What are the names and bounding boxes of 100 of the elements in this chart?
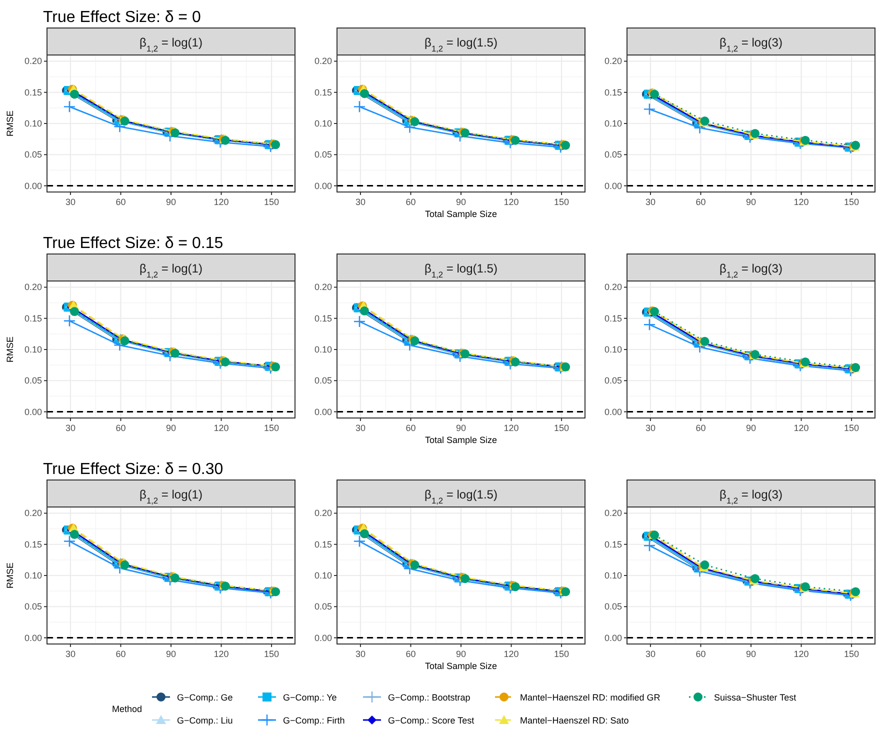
x-tick-label: 150 bbox=[264, 423, 280, 433]
y-axis-title: RMSE bbox=[5, 336, 15, 363]
x-tick-label: 150 bbox=[554, 423, 570, 433]
legend-label: G−Comp.: Liu bbox=[177, 716, 233, 726]
chart-subtitle: β$_{1,2}$ = log(1) bbox=[140, 488, 202, 506]
y-tick-label: 0.15 bbox=[314, 539, 332, 550]
legend-label: G−Comp.: Bootstrap bbox=[388, 692, 470, 702]
x-tick-label: 150 bbox=[554, 649, 570, 659]
x-tick-label: 60 bbox=[696, 197, 706, 207]
y-tick-label: 0.00 bbox=[604, 406, 622, 417]
y-tick-label: 0.00 bbox=[314, 406, 332, 417]
x-tick-label: 60 bbox=[116, 649, 126, 659]
x-tick-label: 30 bbox=[65, 649, 76, 659]
chart-subtitle: β$_{1,2}$ = log(1) bbox=[140, 262, 202, 280]
y-tick-label: 0.15 bbox=[24, 87, 42, 98]
y-tick-label: 0.20 bbox=[24, 56, 42, 66]
y-tick-label: 0.20 bbox=[314, 282, 332, 292]
y-tick-label: 0.20 bbox=[24, 282, 42, 292]
y-tick-label: 0.15 bbox=[604, 87, 622, 98]
x-tick-label: 120 bbox=[214, 423, 229, 433]
x-tick-label: 120 bbox=[504, 423, 519, 433]
x-tick-label: 60 bbox=[406, 423, 416, 433]
x-tick-label: 60 bbox=[406, 649, 416, 659]
x-tick-label: 120 bbox=[504, 197, 519, 207]
x-tick-label: 30 bbox=[355, 197, 366, 207]
y-tick-label: 0.15 bbox=[314, 87, 332, 98]
legend-label: Suissa−Shuster Test bbox=[714, 692, 797, 702]
y-tick-label: 0.05 bbox=[24, 602, 42, 612]
legend-label: G−Comp.: Firth bbox=[283, 716, 345, 726]
y-tick-label: 0.10 bbox=[314, 570, 332, 580]
y-tick-label: 0.05 bbox=[314, 602, 332, 612]
x-tick-label: 60 bbox=[406, 197, 416, 207]
y-tick-label: 0.05 bbox=[604, 376, 622, 386]
y-tick-label: 0.20 bbox=[604, 282, 622, 292]
y-tick-label: 0.15 bbox=[604, 539, 622, 550]
y-tick-label: 0.10 bbox=[24, 344, 42, 354]
x-tick-label: 30 bbox=[645, 649, 656, 659]
x-tick-label: 120 bbox=[504, 649, 519, 659]
y-tick-label: 0.00 bbox=[314, 180, 332, 191]
x-tick-label: 90 bbox=[456, 423, 466, 433]
chart-subtitle: β$_{1,2}$ = log(1.5) bbox=[424, 488, 498, 506]
x-tick-label: 60 bbox=[696, 649, 706, 659]
x-tick-label: 60 bbox=[116, 197, 126, 207]
y-tick-label: 0.00 bbox=[314, 632, 332, 643]
x-tick-label: 90 bbox=[456, 649, 466, 659]
y-axis-title: RMSE bbox=[5, 562, 15, 589]
x-tick-label: 30 bbox=[355, 649, 366, 659]
x-tick-label: 120 bbox=[794, 423, 809, 433]
chart-subtitle: β$_{1,2}$ = log(3) bbox=[720, 488, 782, 506]
chart-title: True Effect Size: δ = 0.30 bbox=[43, 461, 224, 478]
y-tick-label: 0.05 bbox=[314, 376, 332, 386]
chart-subtitle: β$_{1,2}$ = log(3) bbox=[720, 262, 782, 280]
chart-subtitle: β$_{1,2}$ = log(3) bbox=[720, 36, 782, 54]
x-tick-label: 90 bbox=[746, 649, 756, 659]
y-tick-label: 0.15 bbox=[24, 313, 42, 324]
y-tick-label: 0.00 bbox=[604, 632, 622, 643]
y-tick-label: 0.05 bbox=[604, 602, 622, 612]
legend-label: G−Comp.: Score Test bbox=[388, 716, 475, 726]
x-tick-label: 30 bbox=[65, 197, 76, 207]
x-tick-label: 150 bbox=[264, 197, 280, 207]
y-axis-title: RMSE bbox=[5, 110, 15, 137]
x-tick-label: 30 bbox=[65, 423, 76, 433]
legend-label: G−Comp.: Ge bbox=[177, 692, 233, 702]
x-tick-label: 120 bbox=[214, 197, 229, 207]
legend-title: Method bbox=[112, 704, 142, 714]
x-tick-label: 30 bbox=[645, 197, 656, 207]
x-tick-label: 30 bbox=[355, 423, 366, 433]
y-tick-label: 0.20 bbox=[314, 508, 332, 518]
y-tick-label: 0.10 bbox=[314, 118, 332, 128]
y-tick-label: 0.20 bbox=[314, 56, 332, 66]
x-axis-title: Total Sample Size bbox=[424, 435, 498, 445]
y-tick-label: 0.05 bbox=[604, 150, 622, 160]
x-tick-label: 120 bbox=[794, 649, 809, 659]
x-axis-title: Total Sample Size bbox=[424, 209, 498, 219]
x-tick-label: 150 bbox=[844, 423, 860, 433]
y-tick-label: 0.00 bbox=[604, 180, 622, 191]
legend-label: G−Comp.: Ye bbox=[283, 692, 337, 702]
x-tick-label: 60 bbox=[116, 423, 126, 433]
x-tick-label: 90 bbox=[166, 649, 176, 659]
y-tick-label: 0.15 bbox=[314, 313, 332, 324]
y-tick-label: 0.05 bbox=[314, 150, 332, 160]
y-tick-label: 0.05 bbox=[24, 150, 42, 160]
chart-subtitle: β$_{1,2}$ = log(1) bbox=[140, 36, 202, 54]
x-tick-label: 150 bbox=[844, 649, 860, 659]
x-tick-label: 120 bbox=[214, 649, 229, 659]
x-tick-label: 90 bbox=[166, 423, 176, 433]
y-tick-label: 0.00 bbox=[24, 180, 42, 191]
x-tick-label: 150 bbox=[554, 197, 570, 207]
y-tick-label: 0.10 bbox=[314, 344, 332, 354]
x-tick-label: 30 bbox=[645, 423, 656, 433]
y-tick-label: 0.20 bbox=[604, 56, 622, 66]
chart-title: True Effect Size: δ = 0.15 bbox=[43, 235, 224, 252]
y-tick-label: 0.10 bbox=[24, 570, 42, 580]
x-tick-label: 150 bbox=[844, 197, 860, 207]
x-tick-label: 90 bbox=[456, 197, 466, 207]
chart-subtitle: β$_{1,2}$ = log(1.5) bbox=[424, 262, 498, 280]
y-tick-label: 0.15 bbox=[604, 313, 622, 324]
x-tick-label: 150 bbox=[264, 649, 280, 659]
legend-label: Mantel−Haenszel RD: modified GR bbox=[520, 692, 661, 702]
y-tick-label: 0.10 bbox=[604, 344, 622, 354]
